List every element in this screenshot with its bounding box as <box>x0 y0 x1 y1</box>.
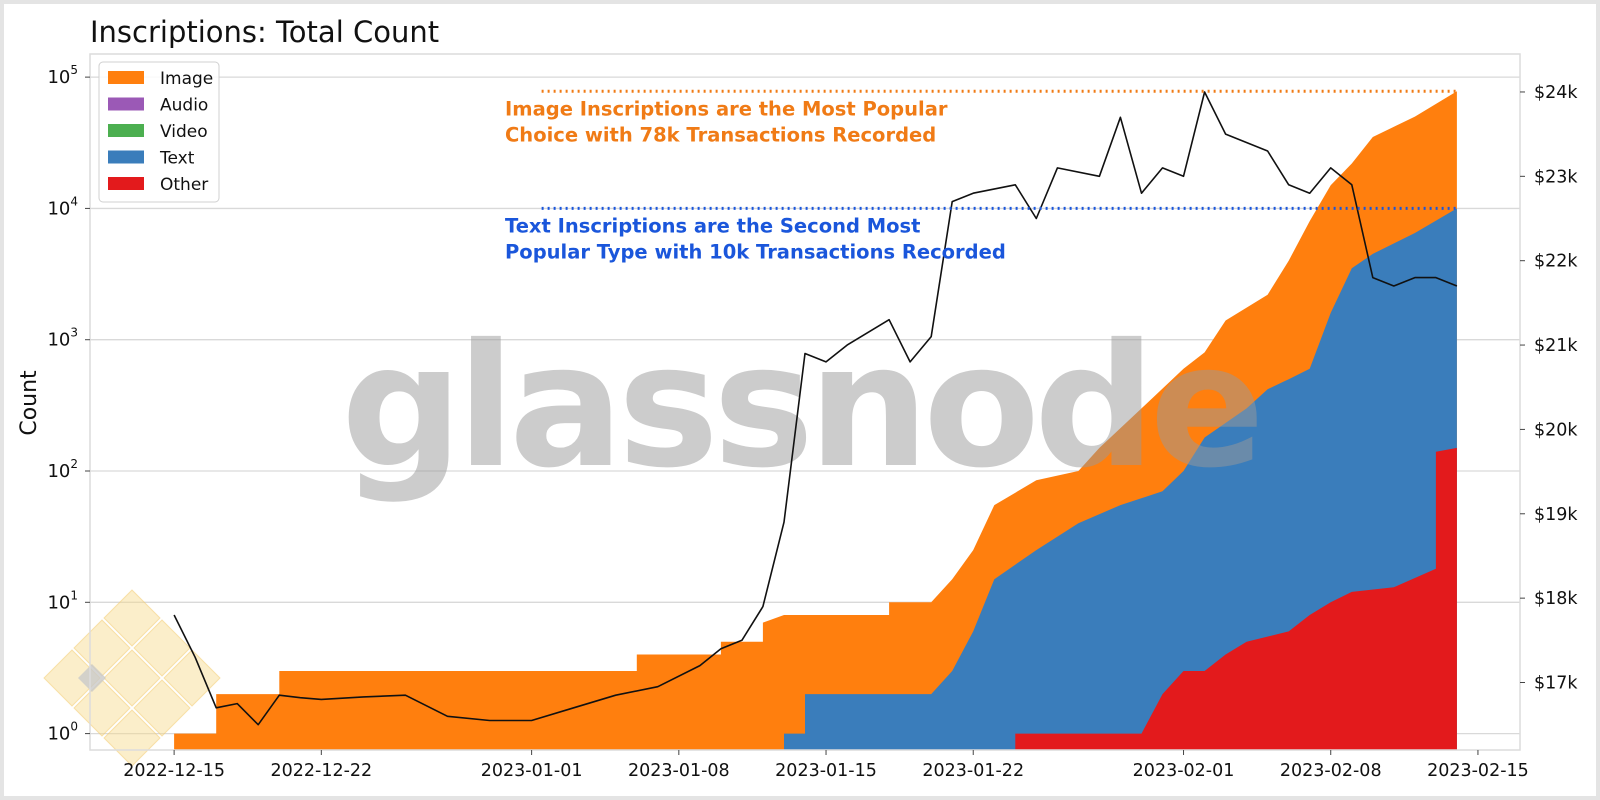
price-line <box>173 91 1458 726</box>
logo-diamond <box>103 589 161 647</box>
y2-tick-label: $17k <box>1534 674 1578 694</box>
y2-tick-label: $24k <box>1534 83 1578 103</box>
annotation-text: Popular Type with 10k Transactions Recor… <box>505 240 1006 263</box>
x-tick-label: 2023-02-15 <box>1427 761 1529 781</box>
x-tick-label: 2023-01-01 <box>481 761 583 781</box>
legend-swatch-video <box>108 124 144 137</box>
x-tick-label: 2023-01-22 <box>922 761 1024 781</box>
logo-diamond <box>103 649 161 707</box>
logo-diamond <box>103 709 161 767</box>
y-tick-label: 105 <box>47 63 78 88</box>
legend-swatch-other <box>108 177 144 190</box>
legend-label-audio: Audio <box>160 96 208 116</box>
legend-label-video: Video <box>160 122 208 142</box>
chart-title: Inscriptions: Total Count <box>90 15 439 49</box>
legend-label-image: Image <box>160 69 213 89</box>
x-tick-label: 2023-01-15 <box>775 761 877 781</box>
annotation-text: Image Inscriptions are the Most Popular <box>505 97 948 120</box>
logo-diamond <box>78 664 106 692</box>
annotations: Image Inscriptions are the Most Popular C… <box>505 89 1457 263</box>
area-series <box>174 91 1457 751</box>
watermark-text: glassnode <box>341 308 1259 506</box>
y2-tick-label: $21k <box>1534 336 1578 356</box>
y2-tick-label: $18k <box>1534 589 1578 609</box>
y-tick-label: 101 <box>47 588 78 613</box>
area-other <box>1015 447 1457 750</box>
y2-tick-label: $23k <box>1534 167 1578 187</box>
y2-tick-label: $19k <box>1534 505 1578 525</box>
plot-border <box>89 53 1521 751</box>
axes: 2022-12-15 2022-12-22 2023-01-01 2023-01-08… <box>47 63 1578 781</box>
legend-swatch-image <box>108 71 144 84</box>
x-tick-label: 2023-02-01 <box>1133 761 1235 781</box>
legend-swatch-audio <box>108 97 144 111</box>
x-tick-label: 2023-02-08 <box>1280 761 1382 781</box>
logo-diamond <box>133 679 191 737</box>
logo-mark <box>43 589 221 767</box>
area-text <box>784 208 1457 750</box>
price-series-line <box>173 91 1458 726</box>
y-axis-label: Count <box>17 370 42 436</box>
y2-tick-label: $20k <box>1534 420 1578 440</box>
y2-tick-label: $22k <box>1534 252 1578 272</box>
y-tick-label: 104 <box>47 194 78 219</box>
legend-label-other: Other <box>160 175 208 195</box>
annotation-text: Choice with 78k Transactions Recorded <box>505 123 936 146</box>
x-tick-label: 2022-12-15 <box>123 761 225 781</box>
y-tick-label: 100 <box>47 720 78 745</box>
legend: Image Audio Video Text Other <box>98 61 220 203</box>
annotation-text: Text Inscriptions are the Second Most <box>505 214 920 237</box>
logo-diamond <box>73 679 131 737</box>
legend-label-text: Text <box>159 149 195 169</box>
logo-diamond <box>163 649 221 707</box>
x-tick-label: 2023-01-08 <box>628 761 730 781</box>
legend-swatch-text <box>108 150 144 164</box>
y-tick-label: 102 <box>47 457 78 482</box>
legend-box <box>98 61 220 203</box>
y-tick-label: 103 <box>47 326 78 351</box>
logo-diamond <box>133 619 191 677</box>
x-tick-label: 2022-12-22 <box>270 761 372 781</box>
